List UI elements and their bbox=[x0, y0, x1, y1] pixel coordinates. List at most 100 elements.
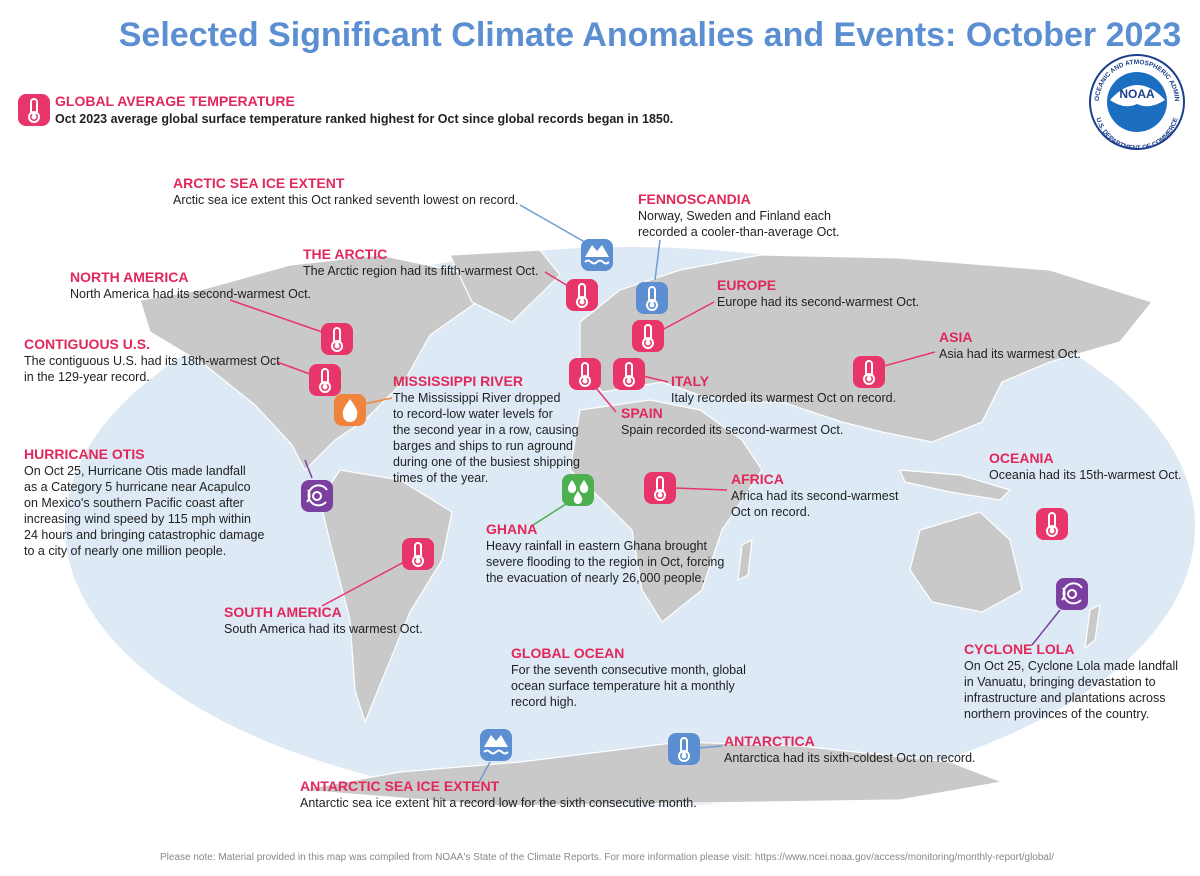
event-title: ANTARCTICA bbox=[724, 733, 815, 749]
thermo-fill bbox=[334, 343, 340, 349]
event-text: on Mexico's southern Pacific coast after bbox=[24, 496, 244, 510]
thermo-bulb bbox=[412, 555, 424, 567]
cyclone-eye bbox=[1067, 589, 1077, 599]
icon-bg bbox=[566, 279, 598, 311]
ice bbox=[585, 245, 609, 257]
drop bbox=[567, 480, 577, 493]
global-title: GLOBAL AVERAGE TEMPERATURE bbox=[55, 93, 295, 109]
icon bbox=[321, 323, 353, 355]
icon-bg bbox=[569, 358, 601, 390]
icon bbox=[480, 729, 512, 761]
thermo-tube bbox=[414, 542, 422, 559]
thermo-fill bbox=[626, 378, 632, 384]
thermo-bulb bbox=[642, 337, 654, 349]
event-text: recorded a cooler-than-average Oct. bbox=[638, 225, 840, 239]
icon bbox=[668, 733, 700, 765]
title: Selected Significant Climate Anomalies a… bbox=[119, 16, 1182, 54]
leader-line bbox=[544, 271, 569, 287]
icon bbox=[566, 279, 598, 311]
event-title: FENNOSCANDIA bbox=[638, 191, 751, 207]
thermo-tube bbox=[581, 362, 589, 379]
icon-bg bbox=[668, 733, 700, 765]
event-text: infrastructure and plantations across bbox=[964, 691, 1166, 705]
leader-line bbox=[321, 561, 405, 607]
event-title: HURRICANE OTIS bbox=[24, 446, 145, 462]
indonesia bbox=[899, 469, 1012, 501]
event-text: barges and ships to run aground bbox=[393, 439, 573, 453]
event-text: times of the year. bbox=[393, 471, 488, 485]
thermo-bulb bbox=[863, 373, 875, 385]
event-text: For the seventh consecutive month, globa… bbox=[511, 663, 746, 677]
event-text: Heavy rainfall in eastern Ghana brought bbox=[486, 539, 707, 553]
event-text: Africa had its second-warmest bbox=[731, 489, 899, 503]
event-title: ITALY bbox=[671, 373, 710, 389]
thermo-bulb bbox=[623, 375, 635, 387]
thermo-tube bbox=[644, 324, 652, 341]
event-text: Antarctic sea ice extent hit a record lo… bbox=[300, 796, 697, 810]
icon bbox=[562, 474, 594, 506]
thermo-fill bbox=[579, 299, 585, 305]
thermo-fill bbox=[582, 378, 588, 384]
antarctica bbox=[299, 741, 1005, 807]
leader-line bbox=[529, 503, 567, 528]
event-text: to record-low water levels for bbox=[393, 407, 553, 421]
event-title: GLOBAL OCEAN bbox=[511, 645, 624, 661]
leader-line bbox=[363, 397, 393, 405]
thermo-bulb bbox=[678, 750, 690, 762]
icon bbox=[613, 358, 645, 390]
event-text: Spain recorded its second-warmest Oct. bbox=[621, 423, 843, 437]
australia bbox=[909, 511, 1023, 613]
event-text: record high. bbox=[511, 695, 577, 709]
thermo-fill bbox=[681, 753, 687, 759]
event-text: during one of the busiest shipping bbox=[393, 455, 580, 469]
ice bbox=[484, 735, 508, 747]
event-text: northern provinces of the country. bbox=[964, 707, 1149, 721]
icon bbox=[301, 480, 333, 512]
event-text: ocean surface temperature hit a monthly bbox=[511, 679, 735, 693]
thermo-fill bbox=[322, 384, 328, 390]
event-text: Italy recorded its warmest Oct on record… bbox=[671, 391, 896, 405]
event-text: Arctic sea ice extent this Oct ranked se… bbox=[173, 193, 518, 207]
event-text: in Vanuatu, bringing devastation to bbox=[964, 675, 1156, 689]
icon-bg bbox=[636, 282, 668, 314]
thermo-tube bbox=[865, 360, 873, 377]
thermo-bulb bbox=[576, 296, 588, 308]
leader-line bbox=[229, 299, 323, 333]
event-title: MISSISSIPPI RIVER bbox=[393, 373, 523, 389]
thermo-fill bbox=[1049, 528, 1055, 534]
thermo-tube bbox=[578, 283, 586, 300]
thermo-fill bbox=[645, 340, 651, 346]
event-text: 24 hours and bringing catastrophic damag… bbox=[24, 528, 264, 542]
madagascar bbox=[737, 538, 753, 582]
thermo-bulb bbox=[319, 381, 331, 393]
thermo-bulb bbox=[579, 375, 591, 387]
icon-bg bbox=[18, 94, 50, 126]
thermo-bulb bbox=[646, 299, 658, 311]
thermo-tube bbox=[656, 476, 664, 493]
event-text: Europe had its second-warmest Oct. bbox=[717, 295, 919, 309]
icon bbox=[569, 358, 601, 390]
drop bbox=[573, 491, 583, 504]
thermo-fill bbox=[649, 302, 655, 308]
event-text: the second year in a row, causing bbox=[393, 423, 579, 437]
cyclone-eye bbox=[312, 491, 322, 501]
thermo-bulb bbox=[331, 340, 343, 352]
thermo-tube bbox=[680, 737, 688, 754]
global-text: Oct 2023 average global surface temperat… bbox=[55, 112, 673, 126]
event-title: SPAIN bbox=[621, 405, 663, 421]
thermo-fill bbox=[31, 114, 37, 120]
event-title: CONTIGUOUS U.S. bbox=[24, 336, 150, 352]
thermo-tube bbox=[333, 327, 341, 344]
map bbox=[65, 247, 1195, 807]
event-text: Norway, Sweden and Finland each bbox=[638, 209, 831, 223]
event-text: On Oct 25, Hurricane Otis made landfall bbox=[24, 464, 246, 478]
event-text: the evacuation of nearly 26,000 people. bbox=[486, 571, 705, 585]
event-title: EUROPE bbox=[717, 277, 776, 293]
leader-line bbox=[304, 459, 313, 479]
icon-bg bbox=[309, 364, 341, 396]
icon-bg bbox=[632, 320, 664, 352]
thermo-fill bbox=[657, 492, 663, 498]
event-text: severe flooding to the region in Oct, fo… bbox=[486, 555, 724, 569]
event-title: AFRICA bbox=[731, 471, 784, 487]
event-title: OCEANIA bbox=[989, 450, 1054, 466]
